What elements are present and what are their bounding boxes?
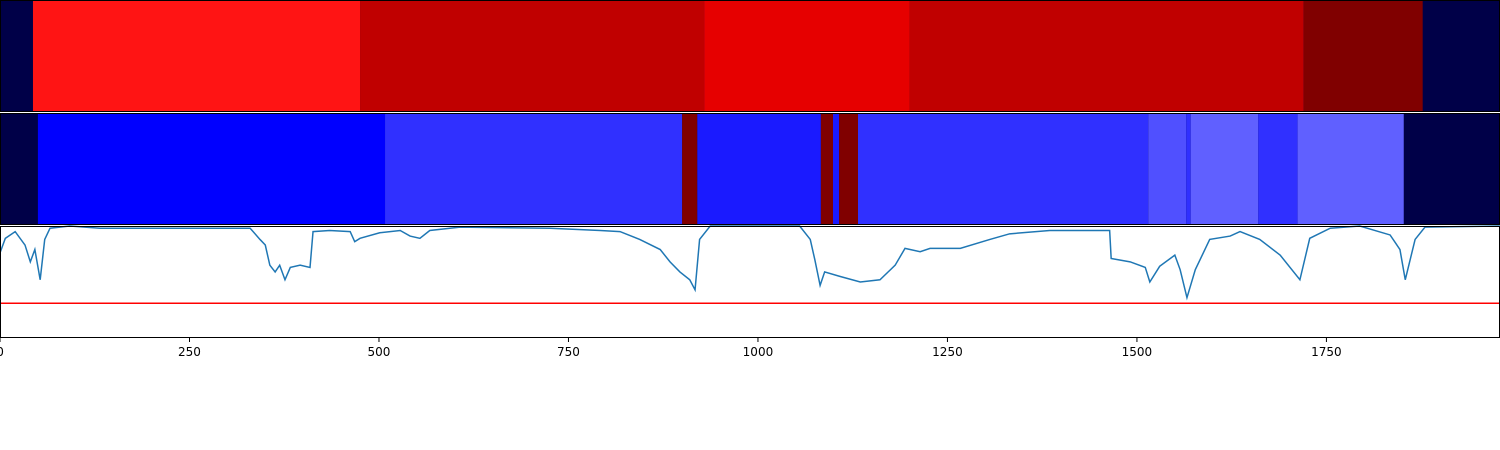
segment [1258,113,1298,225]
segment [1148,113,1187,225]
data-line [0,225,1500,301]
x-tick-label: 1500 [1122,345,1153,359]
segment [385,113,683,225]
segment [32,0,361,112]
segment [909,0,1304,112]
panel-background [0,226,1500,338]
segment [704,0,910,112]
segment [1186,113,1191,225]
x-tick-label: 0 [0,345,4,359]
segment [360,0,705,112]
x-tick-label: 1250 [932,345,963,359]
segment [858,113,1149,225]
segment [682,113,698,225]
segment [820,113,833,225]
segment [37,113,386,225]
segment [839,113,859,225]
segment [832,113,840,225]
x-tick-label: 750 [557,345,580,359]
segment [1297,113,1404,225]
x-tick-label: 1750 [1311,345,1342,359]
segment [1190,113,1259,225]
x-tick-label: 250 [178,345,201,359]
segment [697,113,821,225]
segment [1303,0,1423,112]
x-tick-label: 1000 [743,345,774,359]
x-tick-label: 500 [368,345,391,359]
